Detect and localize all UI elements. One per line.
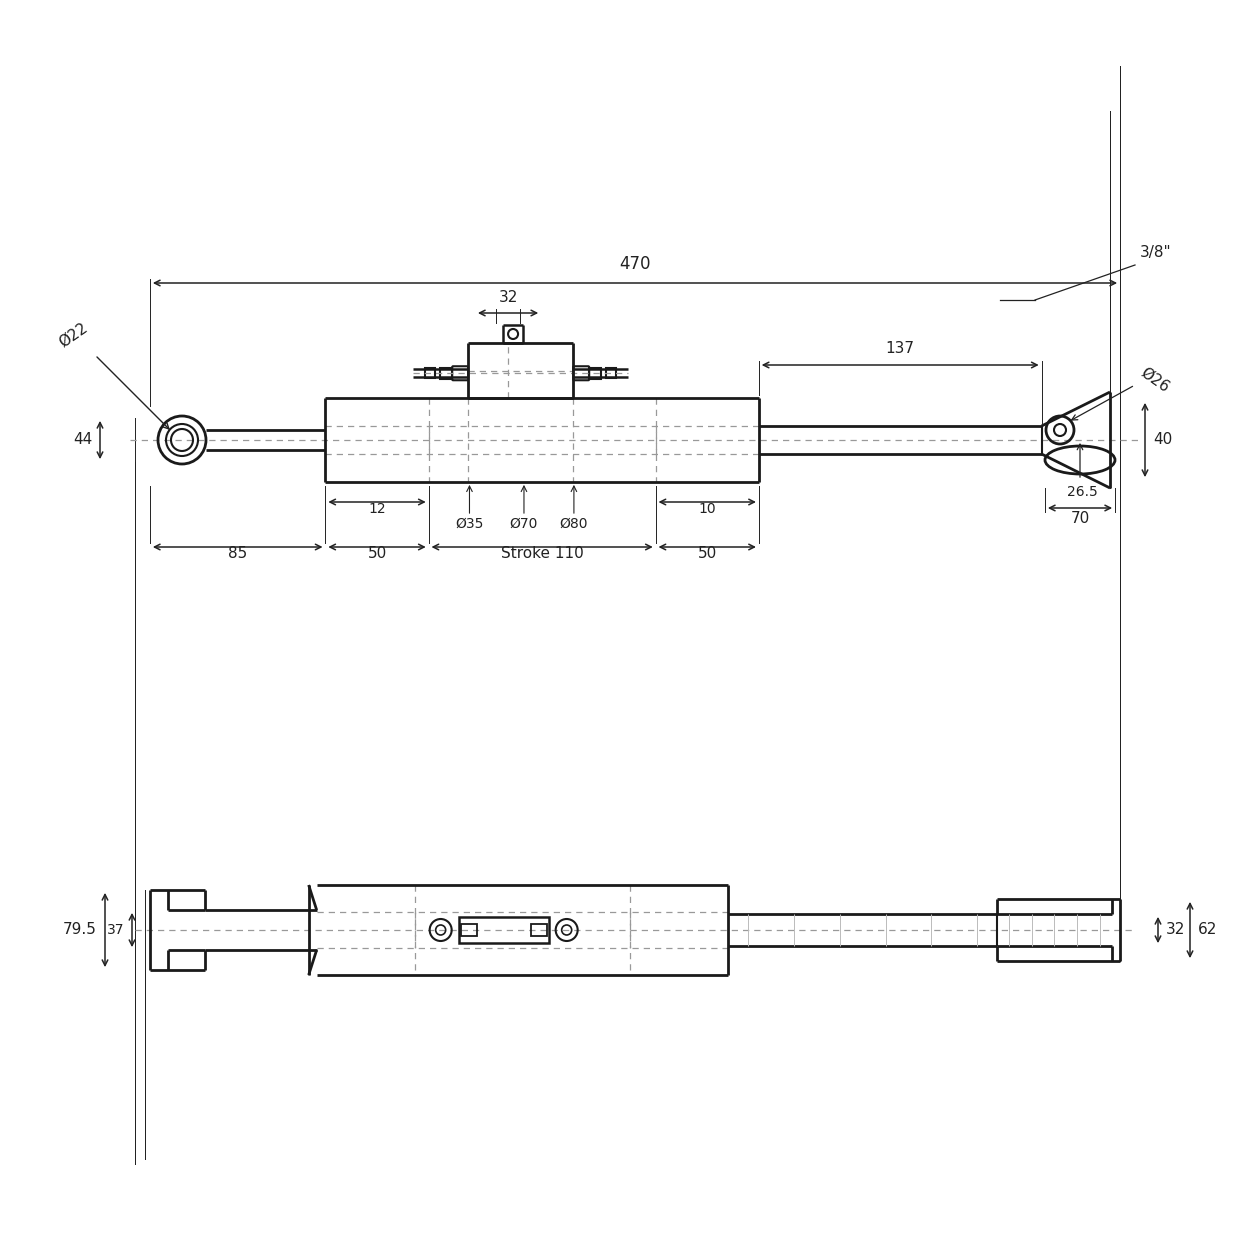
Text: 44: 44 xyxy=(73,432,92,447)
Text: 37: 37 xyxy=(107,924,123,937)
Text: 50: 50 xyxy=(698,546,717,561)
Text: Ø70: Ø70 xyxy=(510,517,538,530)
Bar xyxy=(459,917,548,942)
Text: 12: 12 xyxy=(368,501,386,517)
Text: 85: 85 xyxy=(228,546,247,561)
Bar xyxy=(530,924,547,936)
Text: 470: 470 xyxy=(619,255,650,273)
Bar xyxy=(425,368,435,378)
Bar xyxy=(461,924,476,936)
Text: Ø35: Ø35 xyxy=(455,517,484,530)
Text: 26.5: 26.5 xyxy=(1066,485,1097,499)
Text: 10: 10 xyxy=(698,501,716,517)
Text: Ø26: Ø26 xyxy=(1138,365,1172,396)
Text: 32: 32 xyxy=(499,290,518,305)
Text: 62: 62 xyxy=(1198,922,1217,937)
Text: 32: 32 xyxy=(1166,922,1186,937)
Text: Ø22: Ø22 xyxy=(55,320,89,350)
Text: 3/8": 3/8" xyxy=(1140,244,1172,260)
Bar xyxy=(440,368,452,379)
Bar xyxy=(590,368,601,379)
Text: Ø80: Ø80 xyxy=(559,517,588,530)
Text: 79.5: 79.5 xyxy=(63,922,97,937)
Text: 70: 70 xyxy=(1071,512,1090,525)
Text: 50: 50 xyxy=(368,546,387,561)
Bar xyxy=(606,368,616,378)
Text: Stroke 110: Stroke 110 xyxy=(500,546,583,561)
Text: 40: 40 xyxy=(1153,432,1172,447)
Text: 137: 137 xyxy=(886,341,915,357)
